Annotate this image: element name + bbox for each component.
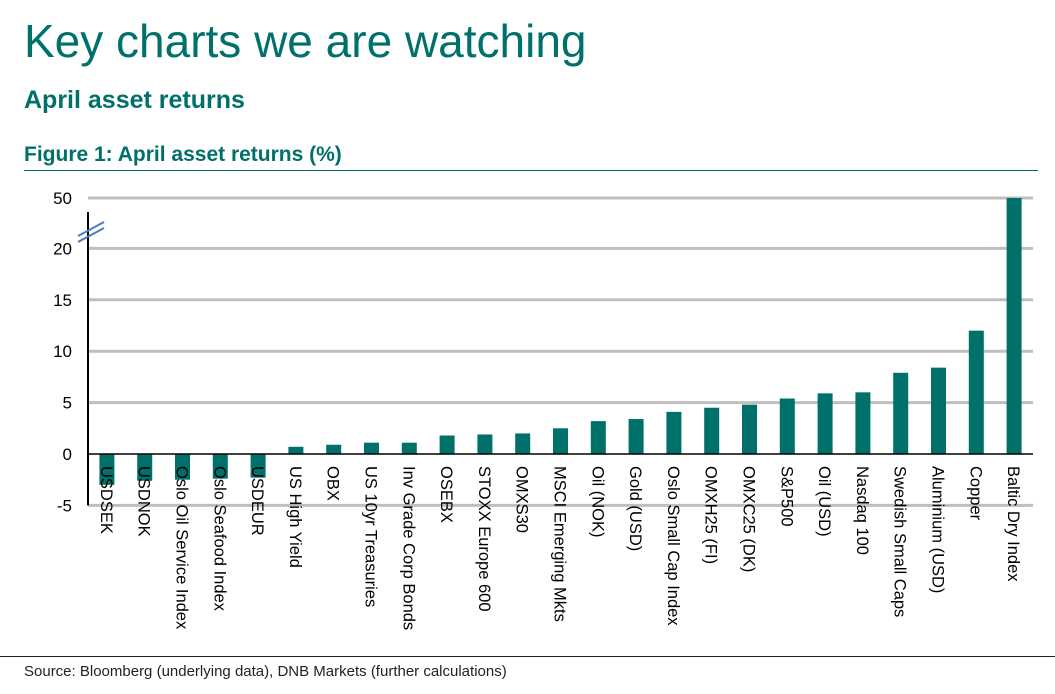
category-label: Baltic Dry Index [1004, 466, 1022, 582]
category-label: MSCI Emerging Mkts [551, 466, 569, 622]
bar [1006, 198, 1022, 454]
bar [666, 411, 682, 454]
bar [326, 444, 342, 454]
figure-title: Figure 1: April asset returns (%) [24, 143, 342, 166]
axis-break-mark [77, 221, 105, 237]
section-title: April asset returns [24, 86, 245, 114]
bar [553, 428, 568, 454]
category-label: Oil (NOK) [588, 466, 606, 538]
bar [99, 454, 115, 485]
bar [817, 393, 833, 454]
y-tick-label: 0 [63, 445, 72, 464]
category-label: US 10yr Treasuries [362, 466, 380, 607]
category-label: Oslo Seafood Index [210, 466, 228, 612]
page-title: Key charts we are watching [24, 15, 587, 67]
category-label: Inv Grade Corp Bonds [399, 466, 417, 630]
bar [212, 454, 228, 479]
y-tick-label: -5 [57, 496, 72, 515]
category-label: OBX [324, 466, 342, 501]
category-label: USDEUR [248, 466, 266, 536]
bar [288, 446, 304, 454]
bar [364, 442, 379, 454]
category-label: Copper [966, 466, 984, 521]
source-note: Source: Bloomberg (underlying data), DNB… [24, 663, 507, 680]
bar [590, 421, 606, 454]
figure-title-rule [24, 170, 1038, 171]
bar [628, 419, 644, 454]
bar [401, 442, 417, 454]
category-label: S&P500 [777, 466, 795, 527]
category-label: STOXX Europe 600 [475, 466, 493, 612]
category-label: OSEBX [437, 466, 455, 523]
bar [477, 434, 493, 454]
category-label: Gold (USD) [626, 466, 644, 551]
category-label: US High Yield [286, 466, 304, 568]
category-label: Nasdaq 100 [853, 466, 871, 555]
returns-bar-chart: -5 0 5 10 15 20 50 USDSEK USDNOK Oslo Oil Service… [53, 189, 1033, 630]
category-label: Swedish Small Caps [891, 466, 909, 617]
category-label: Aluminium (USD) [929, 466, 947, 593]
category-label: OMXS30 [513, 466, 531, 533]
axis-break-mark [77, 227, 105, 243]
category-label: OMXH25 (FI) [702, 466, 720, 564]
bar [931, 367, 946, 454]
category-label: Oslo Oil Service Index [173, 466, 191, 630]
bar [968, 330, 984, 454]
y-tick-label: 15 [53, 291, 72, 310]
bar [855, 392, 871, 454]
bar [250, 454, 266, 478]
bar [779, 398, 795, 454]
bar [137, 454, 153, 481]
bar [742, 404, 757, 454]
bar [175, 454, 190, 480]
footer-rule [0, 656, 1055, 657]
category-label: Oslo Small Cap Index [664, 466, 682, 626]
y-tick-label: 50 [53, 189, 72, 208]
category-label: USDSEK [97, 466, 115, 534]
y-tick-label: 10 [53, 342, 72, 361]
bar [893, 372, 909, 454]
category-label: USDNOK [135, 466, 153, 537]
category-label: Oil (USD) [815, 466, 833, 537]
bar [439, 435, 455, 454]
y-tick-label: 20 [53, 239, 72, 258]
category-label: OMXC25 (DK) [740, 466, 758, 572]
y-tick-label: 5 [63, 394, 72, 413]
bar [704, 407, 720, 454]
bar [515, 433, 531, 454]
